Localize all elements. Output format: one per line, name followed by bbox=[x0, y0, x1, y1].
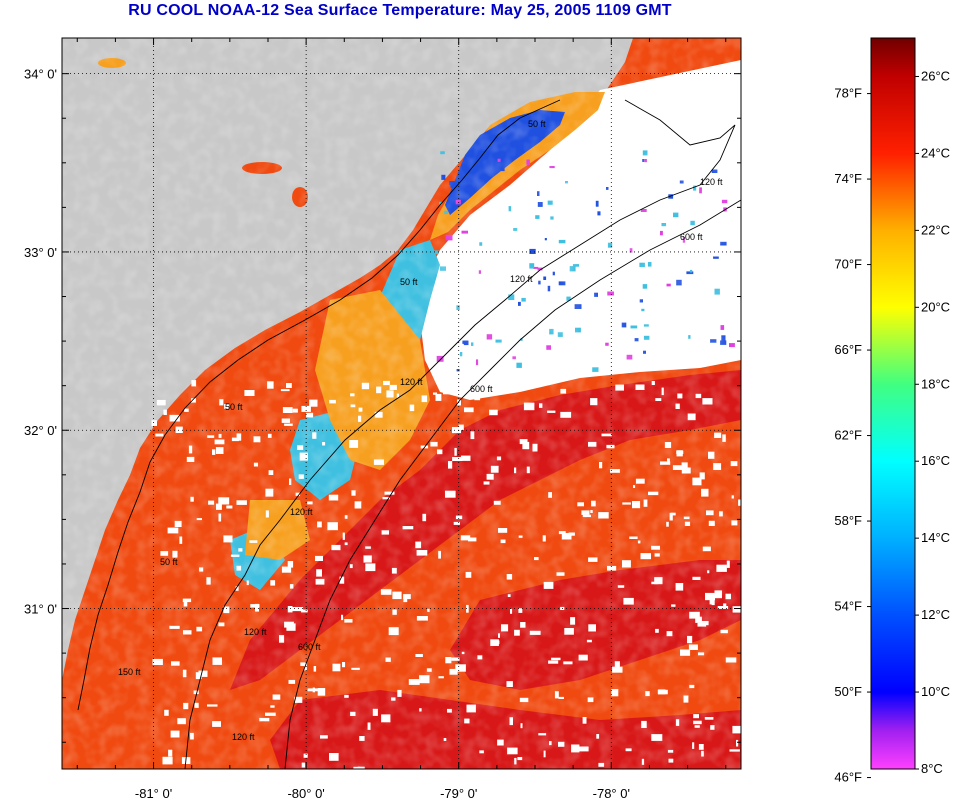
colorbar-label-f: 58°F bbox=[834, 513, 862, 528]
contour-120ft bbox=[184, 99, 736, 769]
map-frame bbox=[61, 37, 742, 770]
colorbar-label-c: 8°C bbox=[921, 761, 943, 776]
contour-label: 600 ft bbox=[470, 384, 493, 394]
bathymetric-contours bbox=[77, 99, 741, 769]
contour-label: 120 ft bbox=[400, 377, 423, 387]
map-title: RU COOL NOAA-12 Sea Surface Temperature:… bbox=[128, 2, 672, 19]
colorbar-label-c: 22°C bbox=[921, 222, 950, 237]
lat-tick-label: 33° 0' bbox=[24, 245, 57, 260]
contour-label: 600 ft bbox=[298, 642, 321, 652]
colorbar-labels: 26°C 24°C 22°C 20°C 18°C 16°C 14°C 12°C 10°C 8°C 7… bbox=[834, 68, 950, 784]
colorbar-label-f: 62°F bbox=[834, 428, 862, 443]
map-tick-labels: -81° 0' -80° 0' -79° 0' -78° 0' 34° 0' 33° 0'… bbox=[24, 67, 630, 801]
colorbar-label-c: 20°C bbox=[921, 299, 950, 314]
contour-label: 50 ft bbox=[528, 119, 546, 129]
contour-label: 120 ft bbox=[244, 627, 267, 637]
lon-tick-label: -79° 0' bbox=[440, 786, 477, 801]
colorbar-label-f: 54°F bbox=[834, 599, 862, 614]
lon-tick-label: -81° 0' bbox=[135, 786, 172, 801]
contour-label: 120 ft bbox=[290, 507, 313, 517]
texture-overlay bbox=[62, 38, 741, 769]
contour-label: 50 ft bbox=[400, 277, 418, 287]
colorbar-label-f: 66°F bbox=[834, 342, 862, 357]
lat-tick-label: 31° 0' bbox=[24, 602, 57, 617]
colorbar-label-f: 70°F bbox=[834, 257, 862, 272]
lat-tick-label: 34° 0' bbox=[24, 67, 57, 82]
colorbar-label-c: 18°C bbox=[921, 376, 950, 391]
contour-label: 150 ft bbox=[118, 667, 141, 677]
map-ticks bbox=[62, 38, 741, 769]
contour-50ft bbox=[77, 99, 561, 711]
contour-600ft bbox=[284, 199, 741, 769]
colorbar bbox=[870, 37, 916, 770]
colorbar-label-c: 12°C bbox=[921, 607, 950, 622]
colorbar-label-c: 10°C bbox=[921, 684, 950, 699]
contour-label: 50 ft bbox=[160, 557, 178, 567]
map-area: 50 ft 50 ft 120 ft 120 ft 120 ft 600 ft 600 ft… bbox=[62, 38, 741, 769]
colorbar-label-f: 78°F bbox=[834, 86, 862, 101]
contour-label: 120 ft bbox=[510, 274, 533, 284]
lon-tick-label: -80° 0' bbox=[287, 786, 324, 801]
contour-labels: 50 ft 50 ft 120 ft 120 ft 120 ft 600 ft 600 ft… bbox=[118, 119, 723, 742]
colorbar-label-f: 50°F bbox=[834, 684, 862, 699]
contour-label: 120 ft bbox=[232, 732, 255, 742]
contour-label: 50 ft bbox=[225, 402, 243, 412]
colorbar-label-f: 74°F bbox=[834, 171, 862, 186]
colorbar-label-c: 24°C bbox=[921, 145, 950, 160]
contour-label: 120 ft bbox=[700, 177, 723, 187]
contour-label: 600 ft bbox=[680, 232, 703, 242]
lat-tick-label: 32° 0' bbox=[24, 423, 57, 438]
colorbar-label-c: 16°C bbox=[921, 453, 950, 468]
colorbar-label-c: 14°C bbox=[921, 530, 950, 545]
lon-tick-label: -78° 0' bbox=[593, 786, 630, 801]
colorbar-label-c: 26°C bbox=[921, 68, 950, 83]
colorbar-label-f: 46°F bbox=[834, 770, 862, 785]
